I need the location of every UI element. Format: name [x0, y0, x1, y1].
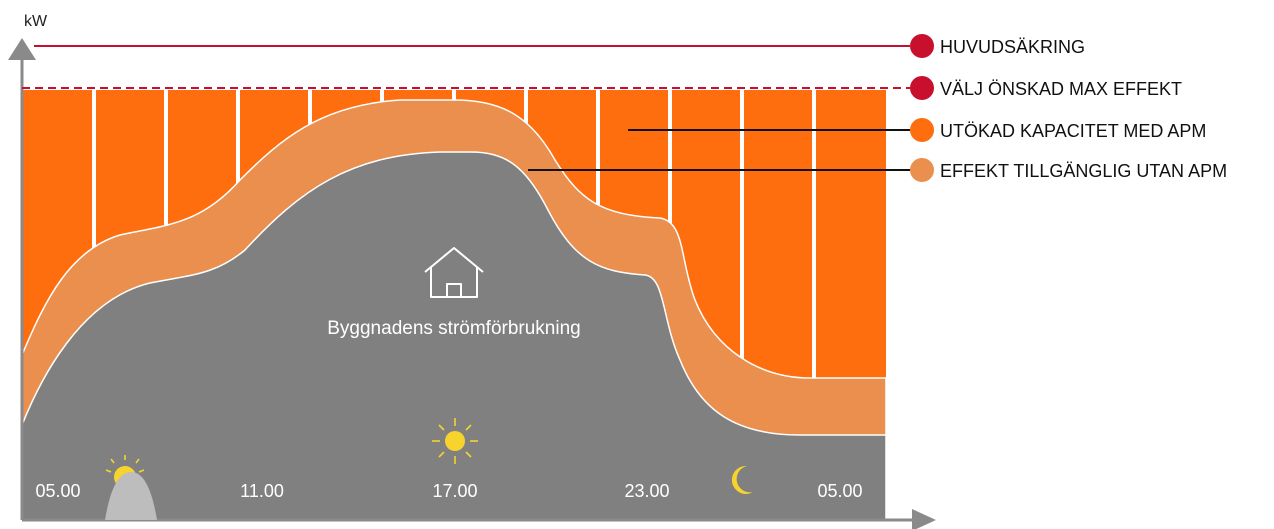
time-label: 11.00 — [240, 481, 284, 501]
legend: HUVUDSÄKRING VÄLJ ÖNSKAD MAX EFFEKT UTÖK… — [910, 34, 1227, 182]
legend-label-available-without-apm: EFFEKT TILLGÄNGLIG UTAN APM — [940, 161, 1227, 181]
legend-label-main-fuse: HUVUDSÄKRING — [940, 37, 1085, 57]
moon-icon — [731, 465, 753, 494]
sun-icon — [432, 418, 478, 464]
sunrise-icon — [105, 455, 157, 520]
y-axis-arrow — [8, 38, 36, 60]
time-label: 23.00 — [624, 481, 669, 501]
legend-dot-available-without-apm — [910, 158, 934, 182]
legend-label-max-effect: VÄLJ ÖNSKAD MAX EFFEKT — [940, 79, 1182, 99]
legend-dot-extended-capacity — [910, 118, 934, 142]
legend-label-extended-capacity: UTÖKAD KAPACITET MED APM — [940, 121, 1206, 141]
house-icon — [424, 247, 484, 298]
time-label: 17.00 — [432, 481, 477, 501]
building-consumption-label: Byggnadens strömförbrukning — [327, 318, 580, 339]
time-label: 05.00 — [35, 481, 80, 501]
x-axis-arrow — [912, 509, 936, 529]
building-consumption-area — [21, 151, 887, 521]
time-axis-labels: 05.00 11.00 17.00 23.00 05.00 — [35, 481, 862, 501]
legend-dot-max-effect — [910, 76, 934, 100]
time-label: 05.00 — [817, 481, 862, 501]
legend-dot-main-fuse — [910, 34, 934, 58]
y-axis-label: kW — [24, 13, 48, 30]
